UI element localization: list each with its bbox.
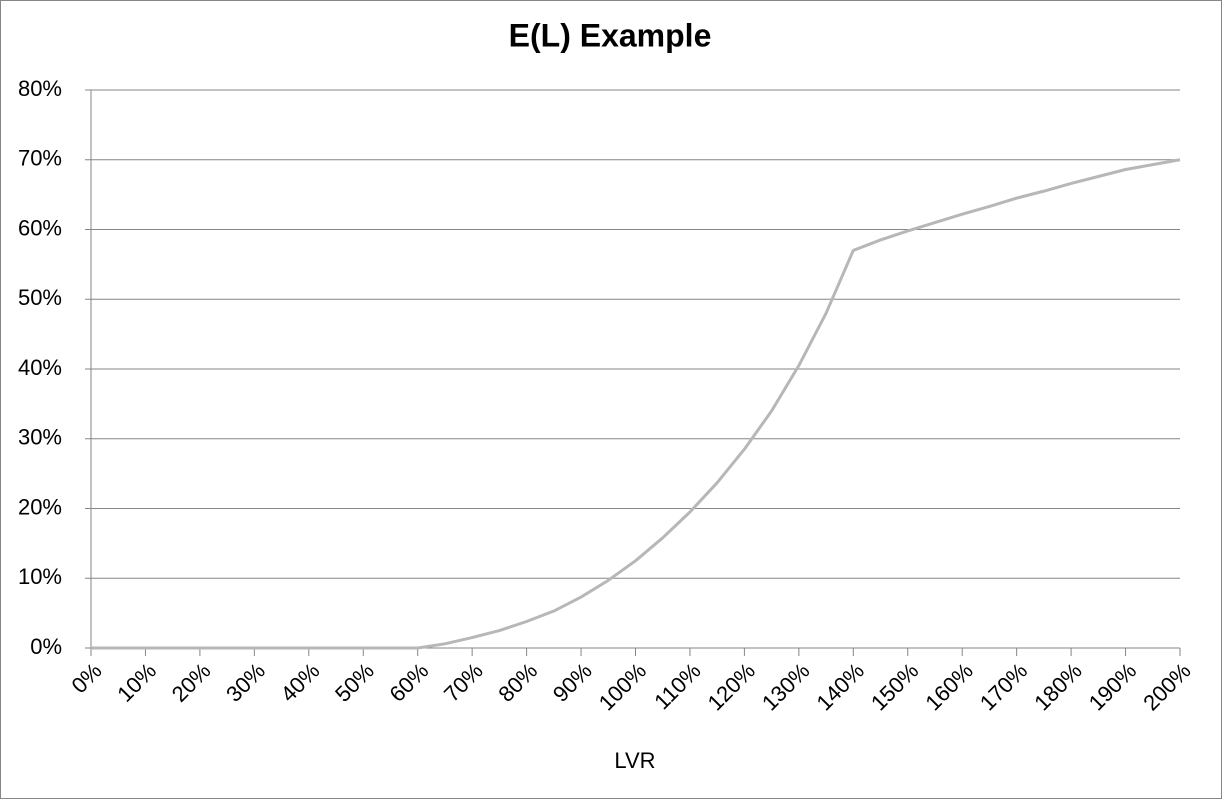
x-axis-title: LVR <box>614 748 655 773</box>
y-tick-label: 30% <box>18 425 62 450</box>
y-tick-label: 60% <box>18 215 62 240</box>
y-tick-label: 50% <box>18 285 62 310</box>
series-line <box>91 158 1181 650</box>
chart-title: E(L) Example <box>509 17 712 53</box>
y-tick-label: 10% <box>18 564 62 589</box>
y-tick-label: 40% <box>18 355 62 380</box>
y-tick-label: 80% <box>18 76 62 101</box>
y-tick-label: 20% <box>18 494 62 519</box>
y-tick-label: 70% <box>18 146 62 171</box>
y-tick-label: 0% <box>30 634 62 659</box>
